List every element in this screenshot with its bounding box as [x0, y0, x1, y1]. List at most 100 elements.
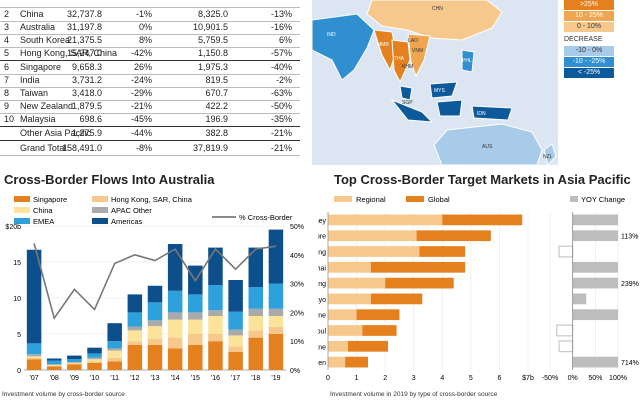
table-cell-p2: -35%: [270, 114, 292, 124]
chart1-title: Cross-Border Flows Into Australia: [4, 172, 215, 187]
legend-label: Singapore: [33, 195, 67, 204]
y-category-label: Melbourne: [318, 313, 326, 320]
map-label: THA: [394, 56, 405, 62]
legend-label: Regional: [356, 195, 386, 204]
table-cell-rank: 5: [4, 48, 10, 58]
bar-segment: [167, 244, 183, 291]
legend-swatch: [92, 196, 108, 202]
table-cell-v1: 31,197.8: [66, 22, 102, 32]
bar-segment: [208, 310, 223, 316]
map-region-thailand: [391, 39, 411, 84]
table-cell-v1: 1,879.5: [71, 101, 102, 111]
map-label: VNM: [412, 48, 423, 54]
map-region-new-zealand: [543, 143, 557, 165]
yoy-bar: [572, 293, 587, 305]
bar-segment: [228, 352, 243, 370]
table-cell-market: Other Asia Pacific: [20, 128, 92, 138]
bar-segment: [416, 230, 491, 242]
table-cell-p2: -63%: [270, 88, 292, 98]
table-cell-rank: 6: [4, 62, 10, 72]
x-tick-label: 2: [383, 375, 387, 382]
bar-segment: [228, 346, 243, 352]
y-tick-label: 15: [13, 260, 21, 267]
bar-segment: [127, 326, 143, 331]
table-cell-market: Taiwan: [20, 88, 49, 98]
bar-segment: [46, 364, 62, 365]
x-tick-label: 3: [412, 375, 416, 382]
bar-segment: [67, 362, 82, 363]
bar-segment: [107, 323, 122, 342]
bar-segment: [328, 356, 346, 368]
target-markets-chart: Regional Global YOY Change 0 1 2 3 4 5 6 $7b Sydney…: [318, 195, 639, 398]
bar-segment: [67, 364, 82, 370]
legend-increase-low: 0 - 10%: [564, 22, 614, 32]
x-tick-label: '08: [50, 375, 59, 382]
bar-segment: [147, 285, 163, 303]
y-tick-label: 5: [17, 332, 21, 339]
table-cell-p2: -21%: [270, 128, 292, 138]
legend-label: Hong Kong, SAR, China: [111, 195, 193, 204]
bar-segment: [268, 308, 284, 316]
legend-decrease-high: < -25%: [564, 68, 614, 78]
bar-segment: [167, 348, 183, 370]
table-cell-market: Australia: [20, 22, 56, 32]
bar-segment: [107, 357, 122, 362]
yoy-bar: [558, 245, 574, 258]
bar-segment: [46, 358, 62, 361]
bar-segment: [208, 247, 223, 286]
bar-segment: [208, 341, 223, 370]
bar-segment: [147, 320, 163, 327]
table-cell-p1: -29%: [130, 88, 152, 98]
table-cell-rank: 9: [4, 101, 10, 111]
legend-swatch: [14, 196, 30, 202]
y-category-label: Shenzhen: [318, 360, 326, 367]
table-cell-rank: 4: [4, 35, 10, 45]
table-cell-p2: -13%: [270, 9, 292, 19]
map-label: MYS: [434, 88, 446, 94]
x-tick-label: '15: [191, 375, 200, 382]
bar-segment: [208, 316, 223, 334]
table-row: Other Asia Pacific 1,275.9 -44% 382.8 -21%: [0, 127, 300, 141]
bar-segment: [107, 341, 122, 349]
table-cell-v2: 819.5: [205, 75, 228, 85]
table-cell-market: Malaysia: [20, 114, 56, 124]
yoy-bar: [572, 309, 618, 321]
bar-segment: [348, 340, 388, 352]
bar-segment: [228, 280, 243, 312]
table-row: Grand Total 158,491.0 -8% 37,819.9 -21%: [0, 142, 300, 156]
bar-segment: [26, 359, 42, 370]
table-cell-p1: 26%: [133, 62, 152, 72]
legend-label: YOY Change: [581, 195, 625, 204]
yoy-x-tick-label: 50%: [588, 375, 602, 382]
table-row: 10 Malaysia 698.6 -45% 196.9 -35%: [0, 113, 300, 127]
x-tick-label: 5: [469, 375, 473, 382]
x-tick-label: '13: [150, 375, 159, 382]
bar-segment: [127, 330, 143, 342]
legend-swatch: [570, 196, 578, 202]
table-row: 7 India 3,731.2 -24% 819.5 -2%: [0, 74, 300, 88]
bar-segment: [127, 312, 143, 327]
legend-decrease-mid: -10 - -25%: [564, 57, 614, 67]
bar-segment: [208, 285, 223, 311]
y2-tick-label: 50%: [290, 224, 304, 231]
table-cell-rank: 7: [4, 75, 10, 85]
yoy-value-label: 113%: [621, 234, 638, 241]
table-cell-v1: 21,375.5: [66, 35, 102, 45]
y-category-label: Brisbane: [318, 344, 326, 351]
legend-label: APAC Other: [111, 206, 152, 215]
bar-segment: [268, 326, 284, 334]
bar-segment: [248, 316, 264, 331]
bar-segment: [107, 361, 122, 370]
bar-segment: [362, 325, 397, 336]
bar-segment: [67, 355, 82, 360]
bar-segment: [26, 249, 42, 344]
map-label: AUS: [482, 144, 493, 150]
bar-segment: [268, 334, 284, 370]
table-cell-v2: 1,975.3: [197, 62, 228, 72]
y2-tick-label: 10%: [290, 339, 304, 346]
table-cell-p2: -16%: [270, 22, 292, 32]
bar-segment: [87, 347, 102, 354]
legend-label: EMEA: [33, 217, 54, 226]
bar-segment: [328, 309, 357, 321]
table-cell-v2: 422.2: [205, 101, 228, 111]
